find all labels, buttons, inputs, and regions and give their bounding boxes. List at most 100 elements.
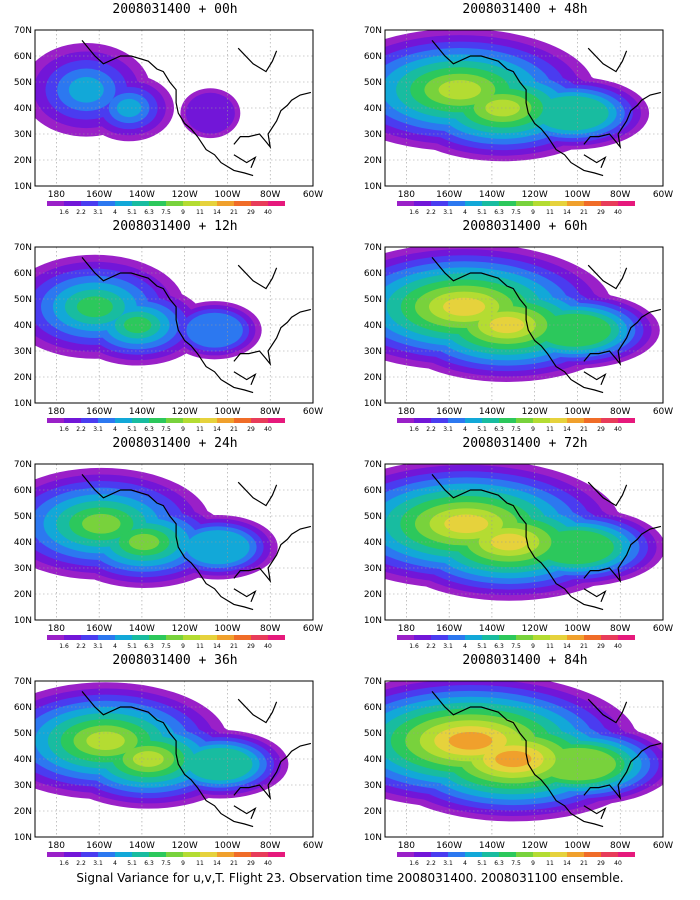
y-tick-label: 30N — [364, 347, 382, 357]
colorbar-swatch — [431, 418, 448, 423]
map-frame — [384, 463, 664, 621]
colorbar-label: 3.1 — [93, 209, 103, 216]
chart-panels: 2008031400 + 00h 10N 20N 30N 40N 50N 60N 70N 180… — [0, 0, 700, 868]
colorbar-label: 21 — [230, 643, 238, 650]
colorbar-swatch — [482, 635, 499, 640]
colorbar-label: 9 — [181, 643, 185, 650]
colorbar-label: 2.2 — [426, 860, 436, 867]
colorbar-label: 40 — [614, 860, 622, 867]
colorbar-swatch — [217, 418, 234, 423]
x-tick-label: 180 — [398, 841, 415, 851]
x-tick-label: 100W — [214, 190, 240, 200]
x-tick-label: 140W — [479, 841, 505, 851]
colorbar-swatch — [550, 635, 567, 640]
colorbar-swatch — [234, 418, 251, 423]
y-tick-label: 30N — [14, 781, 32, 791]
colorbar-swatch — [482, 418, 499, 423]
x-tick-label: 120W — [172, 624, 198, 634]
map-panel: 2008031400 + 84h 10N 20N 30N 40N 50N 60N 70N 180… — [350, 651, 700, 868]
colorbar-swatch — [499, 852, 516, 857]
colorbar-label: 7.5 — [511, 643, 521, 650]
colorbar-swatch — [465, 201, 482, 206]
colorbar-swatch — [465, 852, 482, 857]
y-tick-label: 50N — [14, 78, 32, 88]
colorbar-label: 7.5 — [511, 426, 521, 433]
x-tick-label: 120W — [172, 407, 198, 417]
variance-contour — [444, 514, 489, 534]
colorbar-swatch — [584, 635, 601, 640]
x-tick-label: 60W — [303, 407, 323, 417]
y-tick-label: 70N — [14, 677, 32, 687]
colorbar-label: 29 — [247, 860, 255, 867]
map-frame — [384, 29, 664, 187]
colorbar-label: 5.1 — [477, 426, 487, 433]
colorbar-swatch — [465, 635, 482, 640]
colorbar-label: 40 — [264, 860, 272, 867]
coastline — [587, 47, 628, 73]
colorbar-swatch — [499, 635, 516, 640]
colorbar-swatch — [397, 201, 414, 206]
x-tick-label: 60W — [653, 190, 673, 200]
y-tick-label: 20N — [14, 373, 32, 383]
colorbar-swatch — [183, 635, 200, 640]
colorbar-label: 6.3 — [144, 860, 154, 867]
colorbar-label: 14 — [563, 209, 571, 216]
colorbar-swatch — [567, 418, 584, 423]
colorbar-swatch — [414, 635, 431, 640]
x-tick-label: 60W — [653, 407, 673, 417]
colorbar-swatch — [567, 635, 584, 640]
y-tick-label: 10N — [14, 182, 32, 192]
coastline — [81, 691, 254, 828]
x-tick-label: 180 — [398, 190, 415, 200]
panel-title: 2008031400 + 60h — [462, 219, 588, 234]
colorbar-label: 7.5 — [161, 643, 171, 650]
colorbar-label: 3.1 — [443, 426, 453, 433]
coastline — [587, 264, 628, 290]
colorbar-swatch — [234, 635, 251, 640]
x-tick-label: 80W — [260, 624, 280, 634]
colorbar-swatch — [533, 418, 550, 423]
x-tick-label: 60W — [303, 624, 323, 634]
colorbar-swatch — [601, 852, 618, 857]
variance-contour — [535, 95, 609, 131]
coastline — [583, 308, 662, 367]
colorbar-label: 9 — [181, 209, 185, 216]
map-panel: 2008031400 + 00h 10N 20N 30N 40N 50N 60N 70N 180… — [0, 0, 350, 217]
colorbar-label: 1.6 — [409, 643, 419, 650]
colorbar-swatch — [414, 201, 431, 206]
colorbar-swatch — [81, 852, 98, 857]
colorbar-label: 1.6 — [409, 860, 419, 867]
colorbar-label: 11 — [546, 209, 554, 216]
coastline — [237, 264, 278, 290]
x-tick-label: 80W — [260, 190, 280, 200]
colorbar-label: 6.3 — [144, 209, 154, 216]
colorbar-swatch — [217, 201, 234, 206]
y-tick-label: 10N — [364, 399, 382, 409]
y-tick-label: 60N — [14, 269, 32, 279]
colorbar-label: 4 — [463, 426, 467, 433]
y-tick-label: 30N — [364, 781, 382, 791]
y-tick-label: 60N — [14, 703, 32, 713]
colorbar-label: 21 — [580, 426, 588, 433]
x-tick-label: 120W — [522, 407, 548, 417]
colorbar-swatch — [132, 852, 149, 857]
x-tick-label: 80W — [260, 841, 280, 851]
x-tick-label: 120W — [172, 841, 198, 851]
colorbar-swatch — [516, 418, 533, 423]
colorbar-label: 6.3 — [144, 426, 154, 433]
x-tick-label: 100W — [214, 624, 240, 634]
panel-title: 2008031400 + 00h — [112, 2, 238, 17]
colorbar-label: 21 — [580, 643, 588, 650]
colorbar-label: 40 — [614, 209, 622, 216]
colorbar-swatch — [499, 201, 516, 206]
colorbar-label: 14 — [213, 860, 221, 867]
y-tick-label: 40N — [364, 755, 382, 765]
colorbar-label: 21 — [580, 860, 588, 867]
colorbar-swatch — [115, 852, 132, 857]
colorbar-swatch — [397, 635, 414, 640]
colorbar-swatch — [115, 635, 132, 640]
colorbar-label: 40 — [614, 426, 622, 433]
colorbar-label: 9 — [531, 643, 535, 650]
y-tick-label: 40N — [364, 538, 382, 548]
colorbar-label: 1.6 — [59, 860, 69, 867]
